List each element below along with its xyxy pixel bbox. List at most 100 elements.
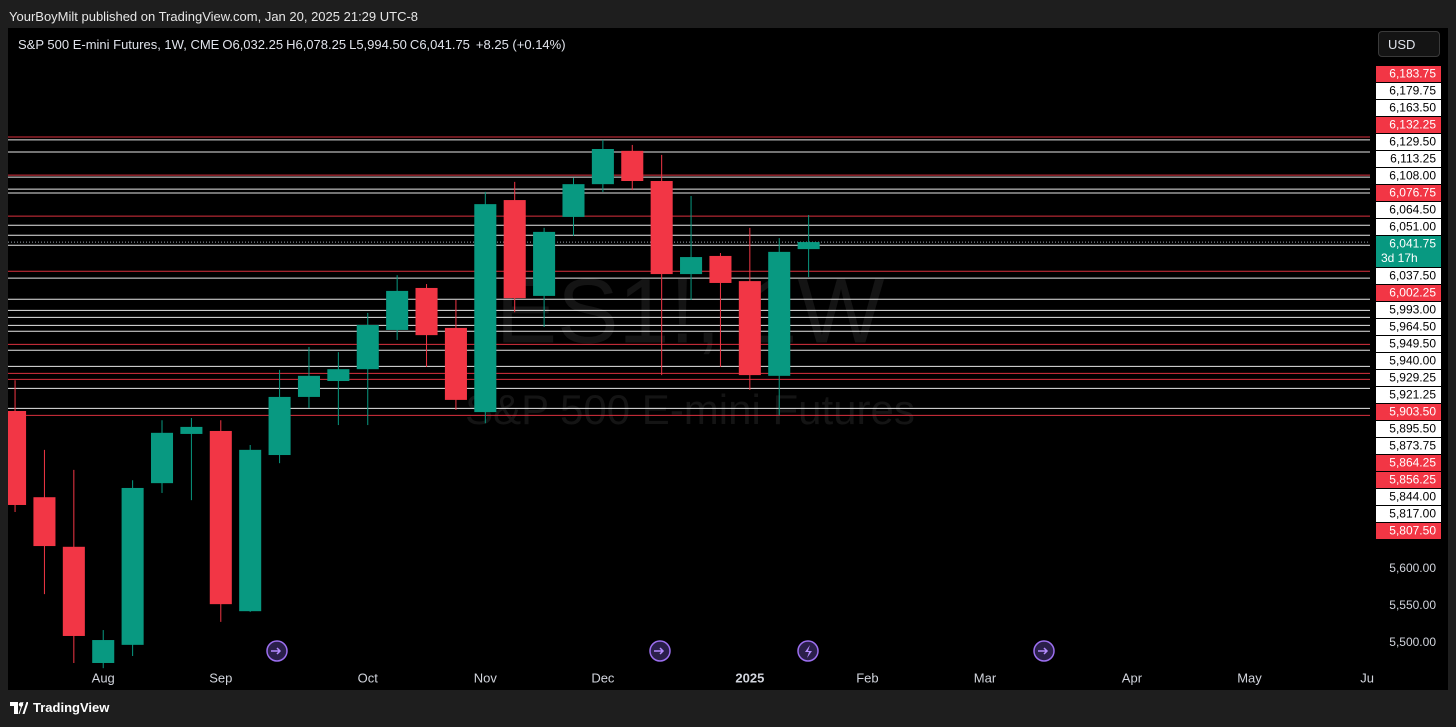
level-label-box (1376, 83, 1441, 99)
level-label-box (1376, 100, 1441, 116)
candle-body (444, 327, 467, 400)
level-label: 6,183.75 (1389, 67, 1436, 81)
level-label: 5,864.25 (1389, 456, 1436, 470)
level-label: 5,964.50 (1389, 320, 1436, 334)
level-label: 5,807.50 (1389, 524, 1436, 538)
candle-body (503, 200, 526, 299)
level-label: 6,108.00 (1389, 169, 1436, 183)
x-tick-label: Nov (474, 670, 498, 685)
x-tick-label: Apr (1122, 670, 1143, 685)
watermark-name: S&P 500 E-mini Futures (465, 386, 915, 433)
candle-body (180, 426, 203, 434)
candle-body (150, 432, 174, 484)
last-price-label: 6,041.75 (1389, 237, 1436, 251)
level-label: 6,113.25 (1390, 152, 1436, 166)
candle-body (239, 449, 262, 612)
watermark-symbol: ES1!, 1W (496, 260, 885, 362)
level-label-box (1376, 202, 1441, 218)
level-label-box (1376, 268, 1441, 284)
candle-body (533, 231, 556, 296)
level-label: 6,129.50 (1389, 135, 1436, 149)
ohlc-key: C (409, 37, 420, 52)
level-label: 5,856.25 (1389, 473, 1436, 487)
ohlc-key: L (349, 37, 357, 52)
level-label-box (1376, 66, 1441, 82)
level-label-box (1376, 117, 1441, 133)
x-tick-label: Dec (591, 670, 615, 685)
price-axis: 5,500.00 5,550.00 5,600.00 6,183.75 6,179.75… (1370, 28, 1448, 690)
event-icon (649, 640, 671, 662)
level-label: 5,921.25 (1389, 388, 1436, 402)
x-tick-label: Sep (209, 670, 232, 685)
candle-body (8, 410, 27, 505)
candle-body (415, 287, 438, 336)
level-label: 6,132.25 (1389, 118, 1436, 132)
y-tick-label: 5,600.00 (1389, 561, 1436, 575)
publisher-line: YourBoyMilt published on TradingView.com… (9, 9, 419, 24)
level-label: 5,817.00 (1389, 507, 1436, 521)
level-label-box (1376, 455, 1441, 471)
candle-body (680, 257, 703, 275)
level-label: 5,844.00 (1389, 490, 1436, 504)
candle-body (562, 184, 585, 217)
level-label: 6,163.50 (1389, 101, 1436, 115)
candle-body (62, 546, 85, 636)
x-tick-label: Feb (856, 670, 878, 685)
level-label: 5,903.50 (1389, 405, 1436, 419)
event-icon (266, 640, 288, 662)
event-icons (266, 640, 1055, 662)
level-label: 5,929.25 (1389, 371, 1436, 385)
currency-button[interactable]: USD (1378, 31, 1440, 57)
x-tick-label: Ju (1360, 670, 1374, 685)
x-tick-label: Oct (358, 670, 379, 685)
level-label-box (1376, 421, 1441, 437)
candle-body (386, 290, 409, 330)
level-label: 5,949.50 (1389, 337, 1436, 351)
ohlc-value: 6,032.25 (232, 37, 284, 52)
countdown-label: 3d 17h (1381, 251, 1418, 265)
logo (10, 701, 28, 714)
ohlc-value: 6,078.25 (295, 37, 347, 52)
level-label: 6,064.50 (1389, 203, 1436, 217)
x-tick-label: Mar (974, 670, 997, 685)
level-label: 5,993.00 (1389, 303, 1436, 317)
candle-body (209, 430, 232, 605)
candle-body (650, 181, 673, 275)
level-label-box (1376, 285, 1441, 301)
level-label: 5,873.75 (1389, 439, 1436, 453)
ohlc-value: 6,041.75 (419, 37, 470, 52)
symbol-title: S&P 500 E-mini Futures, 1W, CME (18, 37, 220, 52)
change: +8.25 (+0.14%) (475, 37, 566, 52)
level-label: 6,076.75 (1389, 186, 1436, 200)
legend: S&P 500 E-mini Futures, 1W, CME O6,032.25… (18, 37, 566, 52)
level-label: 5,895.50 (1389, 422, 1436, 436)
candle-body (327, 369, 350, 382)
level-label-box (1376, 151, 1441, 167)
last-price-box (1376, 236, 1441, 267)
footer: TradingView (10, 700, 109, 715)
level-label-box (1376, 523, 1441, 539)
candle-body (121, 487, 144, 645)
level-label: 6,037.50 (1389, 269, 1436, 283)
level-label-box (1376, 387, 1441, 403)
x-tick-label: 2025 (735, 670, 764, 685)
plot-area: ES1!, 1W S&P 500 E-mini Futures (8, 136, 1370, 669)
level-label-box (1376, 336, 1441, 352)
level-label-box (1376, 489, 1441, 505)
x-tick-label: Aug (92, 670, 115, 685)
y-tick-label: 5,500.00 (1389, 635, 1436, 649)
candle-body (33, 497, 56, 547)
y-tick-label: 5,550.00 (1389, 598, 1436, 612)
level-label: 6,051.00 (1389, 220, 1436, 234)
level-label: 5,940.00 (1389, 354, 1436, 368)
level-label-box (1376, 506, 1441, 522)
level-label-box (1376, 472, 1441, 488)
level-label-box (1376, 168, 1441, 184)
level-label-box (1376, 404, 1441, 420)
ohlc-key: O (222, 37, 233, 52)
candle-body (297, 375, 320, 397)
candle-body (92, 640, 115, 663)
candle-body (768, 251, 791, 376)
level-label-box (1376, 302, 1441, 318)
